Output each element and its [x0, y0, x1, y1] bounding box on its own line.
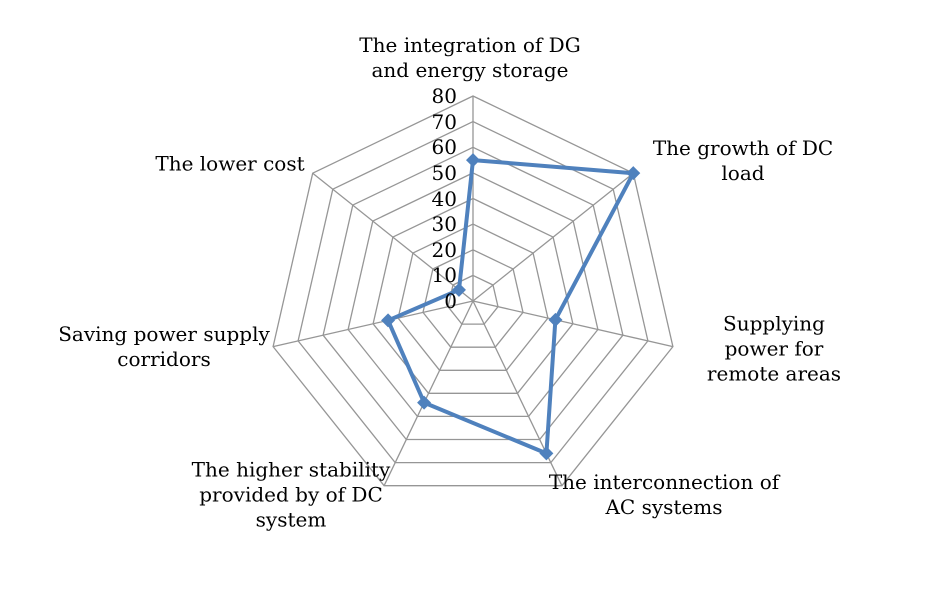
- axis-label-higher-stability-of-dc-system: The higher stability provided by of DC s…: [191, 457, 391, 532]
- axis-label-supplying-power-for-remote-areas: Supplying power for remote areas: [706, 311, 842, 386]
- axis-label-lower-cost: The lower cost: [155, 151, 305, 176]
- grid-ring-40: [372, 197, 574, 394]
- axis-spoke-5: [272, 300, 474, 348]
- radial-tick-label-80: 80: [431, 84, 457, 108]
- data-point-marker-3: [539, 446, 554, 461]
- data-point-marker-2: [548, 312, 563, 327]
- grid-ring-10: [447, 274, 499, 325]
- radial-tick-label-0: 0: [444, 289, 457, 313]
- data-point-marker-0: [466, 153, 480, 168]
- radial-tick-label-40: 40: [431, 187, 457, 211]
- axis-label-growth-of-dc-load: The growth of DC load: [652, 136, 834, 185]
- data-point-marker-1: [626, 166, 641, 181]
- radial-tick-label-20: 20: [431, 238, 457, 262]
- radial-tick-label-70: 70: [431, 110, 457, 134]
- grid-ring-20: [422, 249, 524, 348]
- data-point-marker-4: [417, 395, 432, 410]
- data-point-marker-5: [381, 313, 396, 328]
- axis-label-interconnection-of-ac-systems: The interconnection of AC systems: [548, 470, 780, 519]
- radial-tick-label-10: 10: [431, 263, 457, 287]
- axis-spoke-6: [312, 172, 474, 302]
- axis-spoke-1: [472, 172, 634, 302]
- grid-ring-60: [322, 146, 624, 441]
- axis-label-integration-of-dg-and-energy-storage: The integration of DG and energy storage: [359, 33, 581, 82]
- radial-tick-label-60: 60: [431, 135, 457, 159]
- data-point-marker-6: [451, 282, 466, 297]
- radial-tick-label-30: 30: [431, 212, 457, 236]
- grid-ring-50: [347, 172, 599, 418]
- grid-ring-30: [397, 223, 549, 371]
- axis-spoke-2: [472, 300, 674, 348]
- grid-ring-80: [272, 95, 674, 487]
- axis-label-saving-power-supply-corridors: Saving power supply corridors: [58, 322, 270, 371]
- data-series-polygon: [386, 158, 636, 456]
- axis-spoke-4: [383, 300, 474, 486]
- grid-ring-70: [297, 120, 649, 464]
- radial-tick-label-50: 50: [431, 161, 457, 185]
